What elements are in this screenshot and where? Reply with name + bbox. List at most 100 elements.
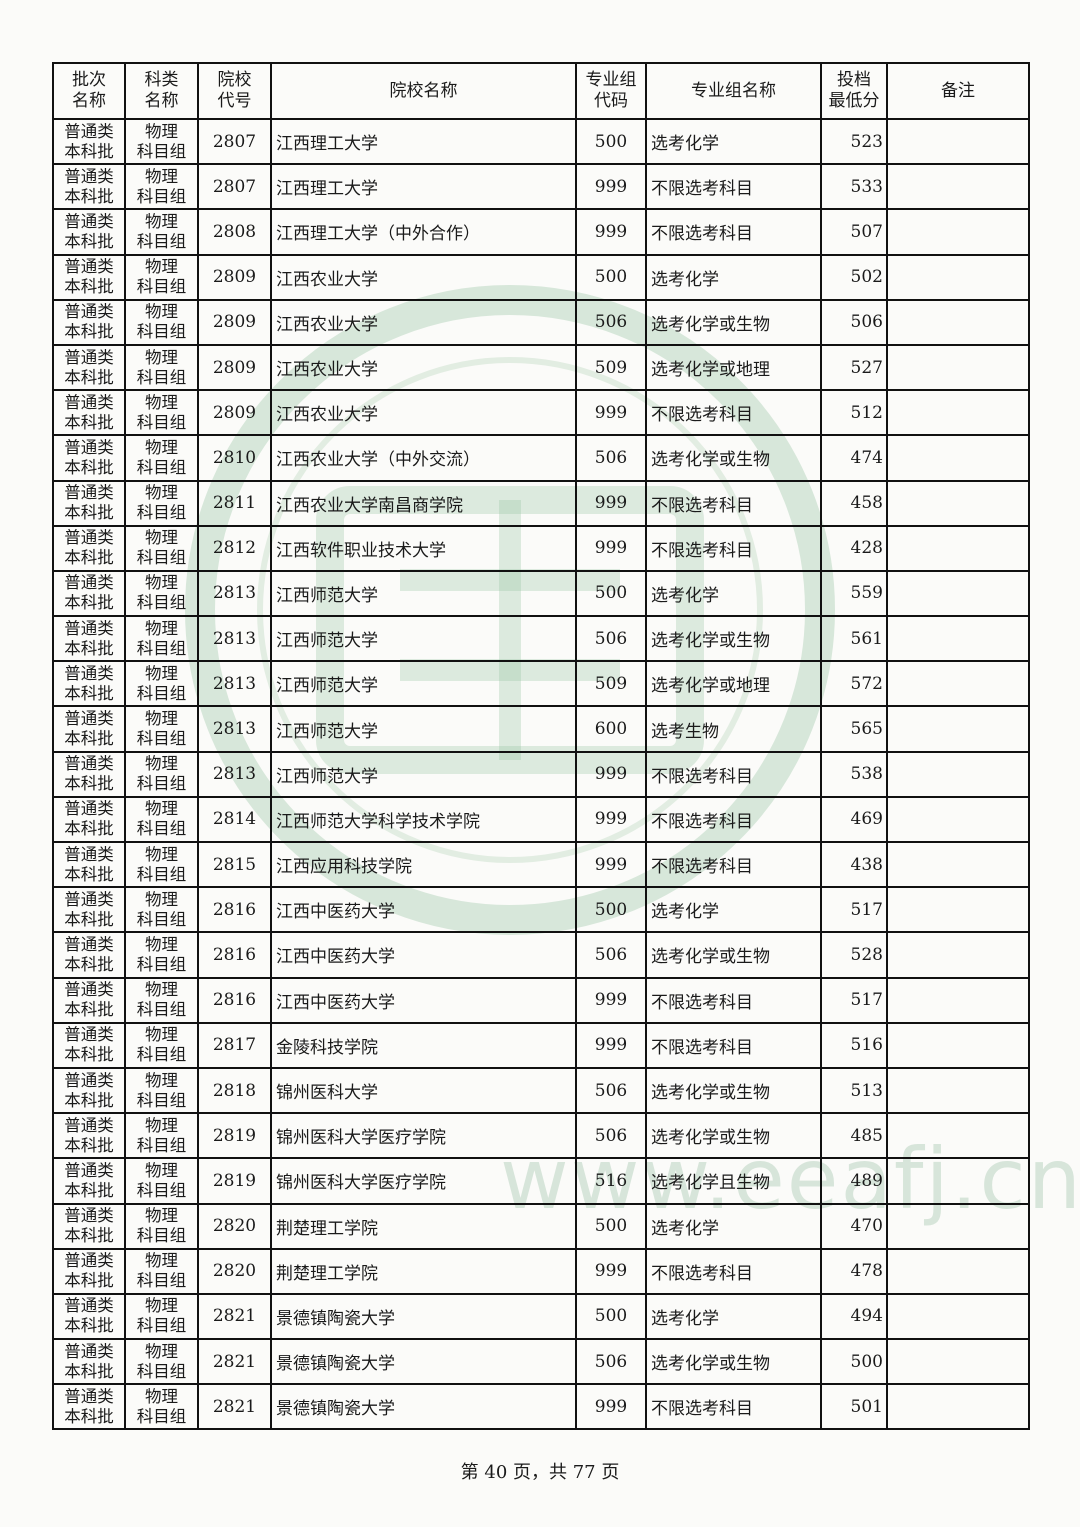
- min-score: 572: [820, 660, 888, 708]
- batch: 普通类 本科批: [52, 298, 126, 346]
- school-name: 江西农业大学: [270, 298, 577, 346]
- min-score: 478: [820, 1247, 888, 1295]
- group-code: 509: [575, 660, 647, 708]
- subject: 物理 科目组: [124, 886, 199, 934]
- school-code: 2813: [197, 750, 272, 798]
- remarks: [886, 1112, 1030, 1160]
- min-score: 523: [820, 117, 888, 166]
- group-code: 999: [575, 795, 647, 844]
- group-name: 选考化学: [645, 886, 822, 934]
- subject: 物理 科目组: [124, 1021, 199, 1069]
- header-subject: 科类 名称: [124, 62, 199, 120]
- min-score: 458: [820, 479, 888, 527]
- remarks: [886, 886, 1030, 934]
- group-name: 不限选考科目: [645, 479, 822, 527]
- group-code: 999: [575, 1383, 647, 1431]
- batch: 普通类 本科批: [52, 615, 126, 663]
- group-name: 选考化学或生物: [645, 1066, 822, 1115]
- batch: 普通类 本科批: [52, 524, 126, 572]
- school-code: 2816: [197, 886, 272, 934]
- group-name: 选考化学或生物: [645, 1338, 822, 1386]
- batch: 普通类 本科批: [52, 1021, 126, 1069]
- batch: 普通类 本科批: [52, 750, 126, 798]
- table-row: 普通类 本科批 物理 科目组 2810 江西农业大学（中外交流） 506 选考化学或生物 4…: [52, 434, 1030, 482]
- school-code: 2807: [197, 163, 272, 211]
- table-row: 普通类 本科批 物理 科目组 2809 江西农业大学 506 选考化学或生物 506: [52, 298, 1030, 346]
- school-name: 江西农业大学: [270, 253, 577, 301]
- group-name: 选考化学: [645, 569, 822, 618]
- subject: 物理 科目组: [124, 343, 199, 392]
- remarks: [886, 569, 1030, 618]
- batch: 普通类 本科批: [52, 931, 126, 979]
- remarks: [886, 1066, 1030, 1115]
- subject: 物理 科目组: [124, 750, 199, 798]
- school-code: 2821: [197, 1292, 272, 1341]
- header-group-name: 专业组名称: [645, 62, 822, 120]
- school-code: 2820: [197, 1247, 272, 1295]
- group-code: 506: [575, 615, 647, 663]
- school-code: 2816: [197, 931, 272, 979]
- min-score: 470: [820, 1202, 888, 1250]
- min-score: 565: [820, 705, 888, 753]
- min-score: 538: [820, 750, 888, 798]
- table-header-row: 批次 名称 科类 名称 院校 代号 院校名称 专业组 代码 专业组名称 投档 最低分 备注: [52, 62, 1030, 120]
- table-row: 普通类 本科批 物理 科目组 2813 江西师范大学 509 选考化学或地理 572: [52, 660, 1030, 708]
- header-school-code: 院校 代号: [197, 62, 272, 120]
- group-code: 506: [575, 1112, 647, 1160]
- school-code: 2819: [197, 1157, 272, 1205]
- table-row: 普通类 本科批 物理 科目组 2815 江西应用科技学院 999 不限选考科目 438: [52, 840, 1030, 889]
- school-name: 江西软件职业技术大学: [270, 524, 577, 572]
- table-row: 普通类 本科批 物理 科目组 2813 江西师范大学 999 不限选考科目 538: [52, 750, 1030, 798]
- subject: 物理 科目组: [124, 479, 199, 527]
- table-row: 普通类 本科批 物理 科目组 2816 江西中医药大学 506 选考化学或生物 528: [52, 931, 1030, 979]
- school-code: 2811: [197, 479, 272, 527]
- group-name: 不限选考科目: [645, 389, 822, 437]
- group-name: 不限选考科目: [645, 1383, 822, 1431]
- batch: 普通类 本科批: [52, 569, 126, 618]
- school-code: 2809: [197, 389, 272, 437]
- table-row: 普通类 本科批 物理 科目组 2809 江西农业大学 509 选考化学或地理 527: [52, 343, 1030, 392]
- subject: 物理 科目组: [124, 1292, 199, 1341]
- table-row: 普通类 本科批 物理 科目组 2809 江西农业大学 999 不限选考科目 512: [52, 389, 1030, 437]
- remarks: [886, 1292, 1030, 1341]
- min-score: 502: [820, 253, 888, 301]
- batch: 普通类 本科批: [52, 1066, 126, 1115]
- subject: 物理 科目组: [124, 705, 199, 753]
- table-row: 普通类 本科批 物理 科目组 2816 江西中医药大学 999 不限选考科目 517: [52, 976, 1030, 1024]
- table-row: 普通类 本科批 物理 科目组 2818 锦州医科大学 506 选考化学或生物 513: [52, 1066, 1030, 1115]
- min-score: 474: [820, 434, 888, 482]
- school-code: 2813: [197, 615, 272, 663]
- subject: 物理 科目组: [124, 163, 199, 211]
- remarks: [886, 750, 1030, 798]
- group-name: 不限选考科目: [645, 1247, 822, 1295]
- subject: 物理 科目组: [124, 931, 199, 979]
- table-row: 普通类 本科批 物理 科目组 2813 江西师范大学 600 选考生物 565: [52, 705, 1030, 753]
- admission-table: 批次 名称 科类 名称 院校 代号 院校名称 专业组 代码 专业组名称 投档 最低分 备注 普…: [52, 62, 1030, 1431]
- table-row: 普通类 本科批 物理 科目组 2819 锦州医科大学医疗学院 516 选考化学且生物 489: [52, 1157, 1030, 1205]
- school-code: 2813: [197, 569, 272, 618]
- subject: 物理 科目组: [124, 1338, 199, 1386]
- header-min-score: 投档 最低分: [820, 62, 888, 120]
- subject: 物理 科目组: [124, 253, 199, 301]
- header-remarks: 备注: [886, 62, 1030, 120]
- school-code: 2815: [197, 840, 272, 889]
- school-name: 锦州医科大学医疗学院: [270, 1157, 577, 1205]
- group-code: 999: [575, 976, 647, 1024]
- min-score: 506: [820, 298, 888, 346]
- school-name: 江西师范大学: [270, 750, 577, 798]
- subject: 物理 科目组: [124, 795, 199, 844]
- group-name: 选考化学且生物: [645, 1157, 822, 1205]
- school-code: 2821: [197, 1383, 272, 1431]
- batch: 普通类 本科批: [52, 976, 126, 1024]
- table-row: 普通类 本科批 物理 科目组 2821 景德镇陶瓷大学 999 不限选考科目 501: [52, 1383, 1030, 1431]
- school-name: 锦州医科大学: [270, 1066, 577, 1115]
- table-row: 普通类 本科批 物理 科目组 2817 金陵科技学院 999 不限选考科目 516: [52, 1021, 1030, 1069]
- subject: 物理 科目组: [124, 1247, 199, 1295]
- school-name: 江西理工大学: [270, 117, 577, 166]
- header-batch: 批次 名称: [52, 62, 126, 120]
- batch: 普通类 本科批: [52, 343, 126, 392]
- min-score: 469: [820, 795, 888, 844]
- group-name: 不限选考科目: [645, 524, 822, 572]
- group-code: 500: [575, 1292, 647, 1341]
- page-footer: 第 40 页，共 77 页: [460, 1462, 620, 1483]
